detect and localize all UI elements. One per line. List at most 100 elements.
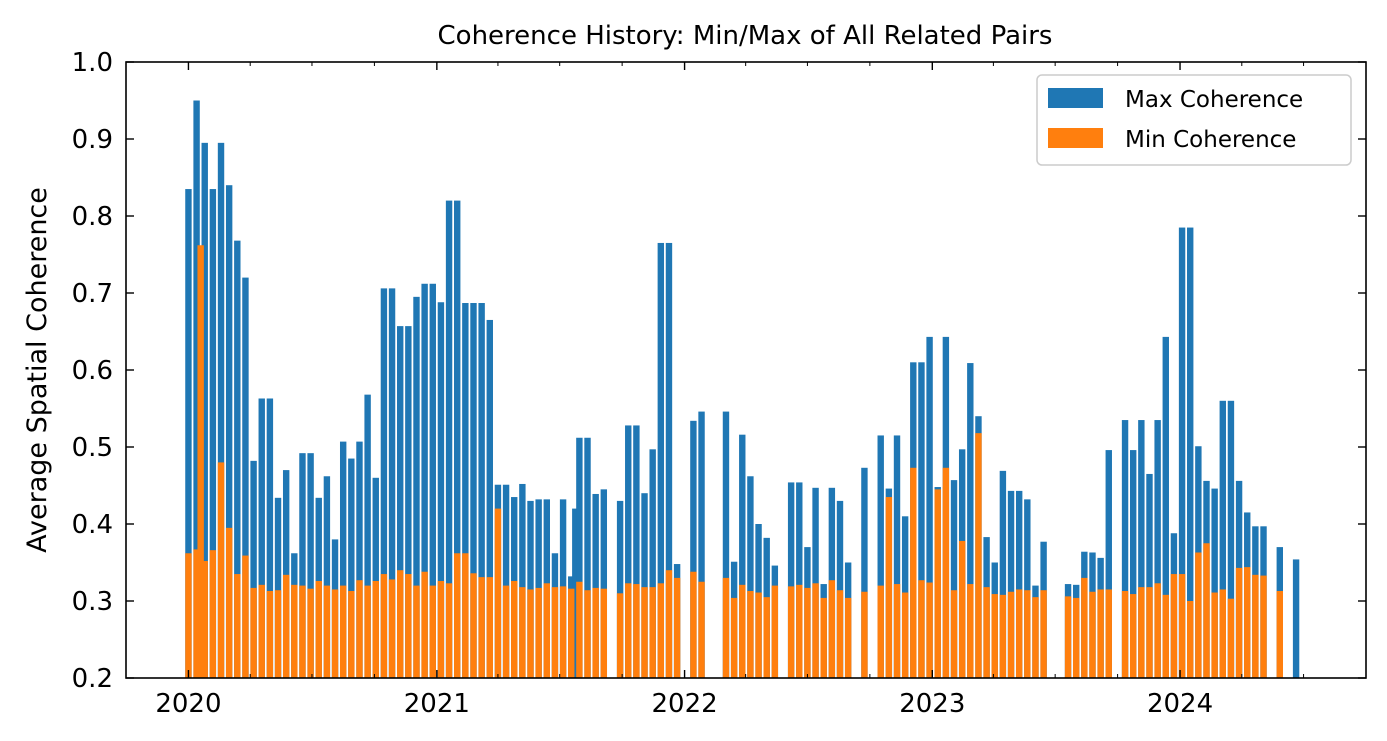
bar-max: [1007, 490, 1015, 678]
bar-min: [633, 584, 640, 678]
bar-min: [967, 584, 974, 678]
bar-max: [437, 302, 445, 678]
bar-min: [266, 590, 274, 678]
bar-min: [1211, 592, 1218, 678]
bar-min: [1219, 589, 1226, 678]
bar-min: [934, 489, 941, 678]
bar-min: [1072, 597, 1080, 678]
bar-min: [600, 588, 608, 678]
bar-min: [1203, 543, 1210, 678]
chart-title: Coherence History: Min/Max of All Relate…: [438, 21, 1053, 51]
legend-label-min: Min Coherence: [1125, 127, 1296, 153]
bar-min: [201, 560, 208, 678]
bar-max: [999, 470, 1007, 678]
bar-min: [209, 550, 217, 678]
x-tick-label: 2022: [651, 689, 717, 719]
bar-min: [454, 553, 461, 678]
bar-min: [519, 587, 526, 678]
bar-min: [861, 591, 868, 678]
bar-max: [1219, 400, 1226, 678]
bar-min: [584, 590, 591, 678]
bar-min: [568, 588, 575, 678]
bar-min: [258, 584, 265, 678]
bar-min: [356, 580, 363, 678]
bar-min: [1105, 589, 1112, 678]
bar-max: [209, 189, 217, 679]
bar-min: [747, 590, 754, 678]
bar-max: [380, 288, 388, 678]
bar-max: [274, 497, 282, 678]
bar-min: [242, 555, 249, 678]
bar-min: [844, 597, 852, 678]
bar-max: [657, 242, 665, 678]
bar-max: [690, 420, 697, 678]
bar-min: [999, 594, 1007, 678]
bar-max: [1130, 450, 1137, 678]
bar-max: [225, 185, 233, 678]
bar-max: [641, 493, 648, 678]
bar-min: [185, 553, 192, 678]
y-tick-label: 0.7: [72, 279, 113, 309]
bar-max: [519, 483, 526, 678]
x-tick-label: 2020: [155, 689, 221, 719]
bar-min: [551, 587, 559, 678]
bar-min: [543, 583, 550, 678]
bar-max: [266, 398, 274, 678]
bar-min: [413, 585, 420, 678]
bar-min: [535, 587, 542, 678]
bar-min: [307, 588, 314, 678]
bar-min: [1040, 590, 1047, 678]
x-tick-label: 2021: [404, 689, 470, 719]
bar-min: [1138, 587, 1145, 678]
bar-max: [1138, 420, 1145, 678]
bar-max: [1187, 227, 1194, 679]
y-tick-label: 0.4: [72, 510, 113, 540]
bar-min: [1097, 589, 1104, 678]
bar-min: [926, 582, 933, 678]
bar-max: [348, 458, 355, 678]
bar-min: [225, 527, 233, 678]
bar-min: [380, 574, 388, 678]
bar-max: [812, 487, 819, 678]
bar-min: [502, 585, 510, 678]
axes: 0.2 0.3 0.4 0.5 0.6 0.7 0.8 0.9 1.0 2020 2021 2022 2…: [72, 48, 1367, 719]
bar-min: [234, 574, 241, 678]
bar-max: [747, 476, 754, 678]
bar-max: [217, 142, 225, 679]
bar-max: [462, 303, 469, 678]
bar-max: [576, 437, 583, 678]
bar-min: [755, 592, 762, 678]
bar-max: [193, 100, 200, 678]
bar-max: [1146, 473, 1153, 678]
bar-max: [454, 200, 461, 678]
bar-min: [625, 583, 632, 678]
bar-min: [274, 590, 282, 678]
bar-min: [690, 571, 697, 678]
bar-min: [486, 577, 493, 678]
bar-min: [812, 583, 819, 678]
bar-max: [893, 435, 901, 678]
bar-min: [739, 584, 746, 678]
bar-min: [1130, 594, 1137, 678]
bar-max: [242, 277, 249, 678]
y-tick-label: 0.3: [72, 587, 113, 617]
bar-max: [625, 425, 632, 678]
bar-min: [942, 467, 950, 678]
bar-max: [478, 303, 485, 678]
bar-min: [462, 553, 469, 678]
bar-min: [722, 577, 730, 678]
bar-min: [421, 571, 428, 678]
y-tick-label: 0.5: [72, 433, 113, 463]
bar-max: [282, 470, 290, 678]
bar-min: [494, 508, 502, 678]
bar-max: [967, 363, 974, 678]
bar-min: [193, 549, 200, 678]
bar-min: [1089, 591, 1096, 678]
bar-group: [185, 100, 1300, 679]
bar-max: [421, 283, 428, 678]
bar-min: [372, 580, 379, 678]
bar-min: [787, 586, 795, 678]
bar-max: [572, 508, 579, 678]
bar-min: [1195, 552, 1202, 678]
y-tick-label: 0.2: [72, 664, 113, 694]
